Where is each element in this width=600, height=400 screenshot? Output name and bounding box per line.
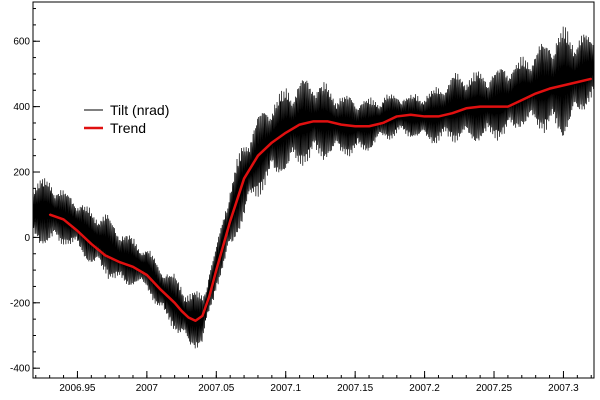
trend-point	[284, 131, 287, 134]
x-tick-label: 2007.2	[409, 383, 440, 394]
trend-point	[493, 105, 495, 108]
trend-point	[465, 107, 468, 110]
trend-point	[479, 105, 481, 108]
y-tick-label: 0	[24, 233, 30, 244]
x-tick-label: 2007	[136, 383, 159, 394]
trend-point	[507, 105, 509, 108]
x-tick-label: 2007.05	[198, 383, 235, 394]
trend-point	[76, 230, 79, 232]
trend-point	[229, 220, 231, 222]
trend-point	[451, 112, 454, 114]
trend-series	[48, 77, 593, 323]
x-tick-label: 2007.1	[270, 383, 301, 394]
y-tick-label: 400	[13, 102, 30, 113]
trend-point	[194, 319, 197, 322]
tilt-line	[32, 26, 595, 349]
tilt-series	[32, 26, 595, 349]
trend-point	[437, 115, 440, 118]
x-axis: 2006.95 2007 2007.05 2007.1 2007.15 2007.2 200…	[35, 371, 592, 394]
trend-point	[312, 120, 315, 123]
x-tick-label: 2006.95	[59, 383, 96, 394]
trend-point	[146, 274, 148, 276]
trend-point	[215, 269, 218, 271]
trend-point	[48, 213, 51, 216]
y-tick-label: 600	[13, 37, 30, 48]
trend-point	[208, 295, 211, 298]
trend-point	[548, 87, 551, 90]
trend-point	[62, 218, 65, 221]
legend: Tilt (nrad) Trend	[84, 102, 169, 136]
trend-point	[298, 123, 301, 126]
trend-point	[104, 254, 107, 257]
trend-point	[576, 81, 579, 83]
trend-point	[326, 120, 329, 123]
trend-point	[409, 114, 412, 116]
trend-point	[187, 316, 190, 319]
trend-point	[354, 125, 356, 128]
trend-point	[132, 266, 134, 268]
legend-label-tilt: Tilt (nrad)	[110, 102, 169, 118]
y-tick-label: 200	[13, 168, 30, 179]
trend-point	[396, 115, 398, 118]
y-tick-label: -200	[10, 298, 30, 309]
x-tick-label: 2007.25	[476, 383, 513, 394]
trend-point	[590, 78, 593, 80]
trend-point	[382, 122, 384, 124]
trend-point	[423, 115, 426, 118]
trend-point	[520, 99, 523, 101]
trend-point	[243, 177, 245, 180]
trend-point	[534, 92, 537, 95]
trend-point	[173, 302, 176, 304]
y-axis: -400 -200 0 200 400 600	[10, 8, 40, 375]
trend-point	[118, 261, 120, 263]
trend-point	[257, 154, 259, 157]
trend-point	[201, 315, 204, 317]
x-tick-label: 2007.15	[337, 383, 374, 394]
trend-point	[90, 243, 93, 245]
trend-point	[159, 288, 162, 291]
trend-point	[180, 310, 183, 312]
x-tick-label: 2007.3	[548, 383, 579, 394]
y-tick-label: -400	[10, 364, 30, 375]
trend-point	[368, 125, 370, 128]
trend-point	[562, 84, 565, 87]
trend-point	[271, 141, 273, 144]
trend-point	[340, 123, 343, 126]
legend-label-trend: Trend	[110, 120, 146, 136]
